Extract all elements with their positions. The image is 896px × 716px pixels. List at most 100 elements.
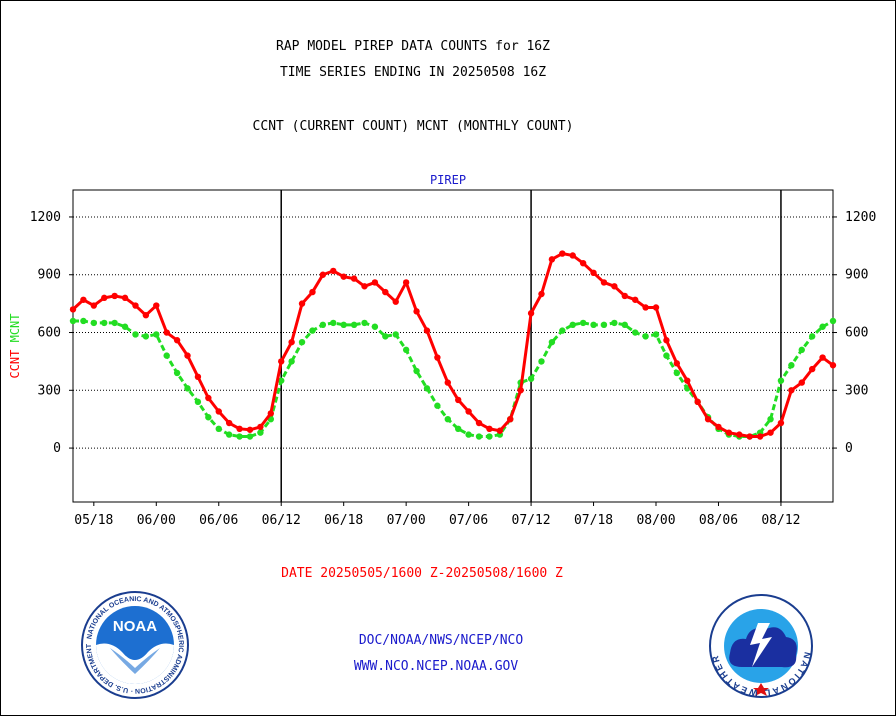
data-point-ccnt: [330, 267, 337, 275]
data-point-mcnt: [194, 398, 202, 406]
data-point-mcnt: [163, 352, 170, 359]
y-axis-label-ccnt: CCNT: [8, 342, 22, 378]
noaa-logo: NOAA NATIONAL OCEANIC AND ATMOSPHERIC AD…: [80, 590, 189, 699]
data-point-ccnt: [298, 300, 306, 307]
data-point-mcnt: [90, 319, 98, 327]
nws-logo: NATIONAL WEATHER SERVICE: [708, 593, 813, 698]
data-point-mcnt: [80, 317, 87, 325]
xtick-label: 07/06: [449, 513, 488, 528]
ytick-label-right-600: 600: [845, 326, 868, 341]
data-point-ccnt: [278, 358, 285, 365]
data-point-ccnt: [767, 429, 774, 436]
data-point-ccnt: [444, 379, 451, 386]
plot-title: PIREP: [430, 173, 466, 187]
data-point-mcnt: [173, 369, 181, 377]
data-point-ccnt: [319, 271, 327, 278]
data-point-mcnt: [767, 415, 774, 423]
data-point-mcnt: [413, 367, 420, 375]
credit-url-line: WWW.NCO.NCEP.NOAA.GOV: [353, 659, 519, 674]
data-point-ccnt: [579, 259, 587, 267]
ytick-label-right-1200: 1200: [845, 210, 876, 225]
data-point-ccnt: [163, 329, 170, 336]
data-point-ccnt: [808, 365, 816, 373]
data-point-mcnt: [569, 321, 576, 329]
data-point-ccnt: [788, 387, 795, 394]
ytick-label-left-0: 0: [53, 441, 61, 456]
data-point-mcnt: [652, 331, 660, 338]
data-point-ccnt: [798, 379, 805, 386]
data-point-mcnt: [600, 321, 608, 329]
data-point-mcnt: [611, 319, 618, 327]
data-point-ccnt: [142, 311, 150, 319]
xtick-label: 08/12: [761, 513, 800, 528]
data-point-mcnt: [69, 317, 77, 325]
data-point-mcnt: [330, 319, 337, 327]
xtick-label: 07/12: [512, 513, 551, 528]
chart-title-line2: TIME SERIES ENDING IN 20250508 16Z: [279, 65, 547, 80]
data-point-ccnt: [423, 327, 431, 334]
xtick-label: 05/18: [74, 513, 113, 528]
data-point-ccnt: [392, 298, 399, 305]
data-point-mcnt: [590, 321, 597, 329]
data-point-mcnt: [392, 331, 399, 338]
data-point-ccnt: [746, 433, 753, 440]
data-point-ccnt: [725, 429, 733, 436]
data-point-ccnt: [684, 377, 691, 384]
data-point-mcnt: [246, 433, 254, 440]
data-point-mcnt: [101, 319, 108, 327]
data-point-mcnt: [444, 415, 451, 423]
data-point-ccnt: [777, 419, 785, 427]
data-point-ccnt: [569, 252, 576, 259]
data-point-ccnt: [704, 415, 712, 423]
plot-area: [72, 189, 834, 503]
data-point-mcnt: [642, 333, 649, 340]
data-point-mcnt: [434, 402, 441, 409]
data-point-mcnt: [153, 331, 160, 338]
ytick-label-left-300: 300: [38, 383, 61, 398]
data-point-ccnt: [465, 408, 472, 415]
data-point-mcnt: [278, 377, 285, 384]
data-point-ccnt: [413, 308, 420, 315]
data-point-mcnt: [215, 425, 222, 433]
data-point-mcnt: [486, 433, 493, 440]
data-point-ccnt: [559, 250, 566, 257]
data-point-ccnt: [455, 396, 462, 404]
data-point-mcnt: [340, 321, 347, 329]
data-point-ccnt: [475, 419, 483, 427]
data-point-ccnt: [673, 360, 681, 367]
data-point-ccnt: [819, 354, 826, 361]
data-point-ccnt: [309, 288, 316, 296]
data-point-ccnt: [90, 302, 98, 309]
credit-doc-line: DOC/NOAA/NWS/NCEP/NCO: [358, 633, 524, 648]
data-point-ccnt: [205, 394, 212, 402]
data-point-mcnt: [257, 429, 264, 436]
data-point-mcnt: [319, 321, 327, 329]
data-point-ccnt: [132, 302, 139, 309]
data-point-ccnt: [225, 419, 233, 427]
data-point-ccnt: [236, 425, 243, 433]
data-point-mcnt: [798, 346, 805, 354]
data-point-ccnt: [756, 433, 764, 440]
data-point-ccnt: [736, 431, 743, 438]
data-point-ccnt: [246, 426, 254, 433]
data-point-mcnt: [548, 338, 556, 346]
data-point-ccnt: [340, 273, 347, 280]
data-point-mcnt: [288, 358, 295, 365]
data-point-ccnt: [590, 269, 597, 277]
data-point-ccnt: [184, 352, 191, 359]
data-point-mcnt: [777, 377, 785, 384]
data-point-ccnt: [350, 275, 358, 282]
xtick-label: 06/06: [199, 513, 238, 528]
data-point-ccnt: [257, 423, 264, 431]
xtick-label: 08/00: [636, 513, 675, 528]
data-point-ccnt: [642, 304, 649, 311]
ytick-label-left-900: 900: [38, 268, 61, 283]
data-point-mcnt: [402, 346, 410, 354]
data-point-ccnt: [631, 296, 639, 303]
data-point-ccnt: [486, 425, 493, 433]
data-point-ccnt: [507, 415, 514, 423]
data-point-ccnt: [371, 279, 379, 286]
data-point-ccnt: [173, 337, 181, 344]
data-point-mcnt: [121, 323, 129, 330]
